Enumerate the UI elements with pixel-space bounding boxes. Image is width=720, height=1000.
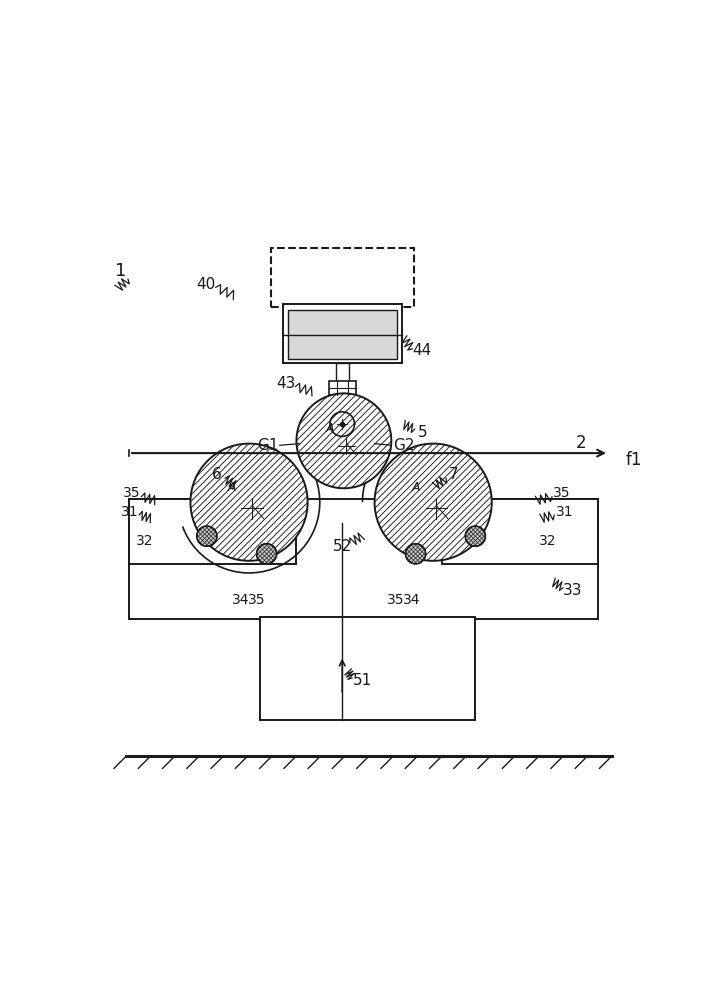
Text: 31: 31	[556, 505, 573, 519]
Bar	[288, 310, 397, 359]
Polygon shape	[297, 393, 392, 488]
Polygon shape	[256, 544, 276, 564]
Text: 6: 6	[212, 467, 222, 482]
Text: 2: 2	[576, 434, 586, 452]
Bar	[282, 304, 402, 363]
Polygon shape	[405, 544, 426, 564]
Text: 35: 35	[248, 593, 265, 607]
Text: 35: 35	[553, 486, 571, 500]
Polygon shape	[465, 526, 485, 546]
Bar	[441, 499, 598, 564]
Text: A: A	[411, 481, 420, 494]
Text: f1: f1	[626, 451, 642, 469]
Bar	[271, 248, 414, 307]
Polygon shape	[197, 526, 217, 546]
Bar	[129, 499, 598, 619]
Text: 33: 33	[562, 583, 582, 598]
Text: 1: 1	[115, 262, 127, 280]
Bar	[329, 381, 356, 395]
Text: 32: 32	[136, 534, 153, 548]
Polygon shape	[374, 444, 492, 561]
Text: 34: 34	[402, 593, 420, 607]
Text: 32: 32	[539, 534, 557, 548]
Text: 7: 7	[449, 467, 459, 482]
Polygon shape	[191, 444, 307, 561]
Text: G2: G2	[393, 438, 414, 453]
Text: 34: 34	[232, 593, 249, 607]
Bar	[129, 499, 297, 564]
Text: 31: 31	[122, 505, 139, 519]
Bar	[260, 617, 475, 720]
Text: 35: 35	[123, 486, 140, 500]
Text: 43: 43	[276, 376, 296, 391]
Text: 44: 44	[412, 343, 431, 358]
Text: 52: 52	[333, 539, 352, 554]
Text: 35: 35	[387, 593, 405, 607]
Text: A: A	[325, 422, 334, 435]
Text: G1: G1	[257, 438, 278, 453]
Text: 40: 40	[197, 277, 216, 292]
Text: A: A	[228, 481, 235, 494]
Text: 5: 5	[418, 425, 428, 440]
Text: 51: 51	[353, 673, 372, 688]
